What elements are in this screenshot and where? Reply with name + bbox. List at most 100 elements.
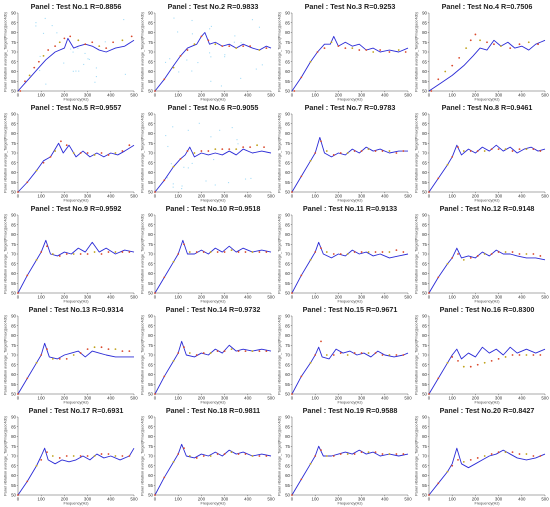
data-point <box>309 258 312 261</box>
y-tick-label: 55 <box>148 483 153 488</box>
y-tick-label: 85 <box>11 424 16 429</box>
data-point <box>490 453 493 455</box>
y-tick-label: 50 <box>285 190 290 195</box>
x-tick-label: 300 <box>495 194 503 199</box>
y-tick-label: 70 <box>11 353 16 358</box>
panel-20: Panel : Test No.20 R=0.8427 50 55 60 65 70 75 8… <box>413 405 550 506</box>
data-point <box>532 455 535 457</box>
x-tick-label: 0 <box>428 497 431 502</box>
data-point <box>360 451 363 453</box>
x-tick-label: 200 <box>61 93 69 98</box>
data-point <box>437 276 440 279</box>
x-tick-label: 100 <box>175 396 183 401</box>
y-tick-label: 65 <box>11 463 16 468</box>
y-tick-label: 60 <box>11 473 16 478</box>
data-point <box>351 47 354 49</box>
data-point <box>332 154 335 156</box>
x-tick-label: 400 <box>518 396 526 401</box>
data-point <box>216 350 219 352</box>
y-tick-label: 80 <box>148 232 153 237</box>
series-line <box>17 142 135 193</box>
data-point <box>300 274 303 277</box>
y-tick-label: 80 <box>285 30 290 35</box>
noise-mark <box>197 62 199 64</box>
data-point <box>79 455 82 457</box>
y-tick-label: 55 <box>422 281 427 286</box>
x-tick-label: 200 <box>335 93 343 98</box>
y-tick-label: 65 <box>148 160 153 165</box>
y-tick-label: 75 <box>148 343 153 348</box>
data-point <box>183 346 185 349</box>
panel-chart: Panel : Test No.9 R=0.9592 50 55 60 65 70 75 80… <box>4 204 139 304</box>
data-point <box>325 455 328 457</box>
y-tick-label: 85 <box>285 20 290 25</box>
y-tick-label: 85 <box>422 20 427 25</box>
panel-title: Panel : Test No.11 R=0.9133 <box>303 204 397 213</box>
y-tick-label: 80 <box>422 131 427 136</box>
panel-15: Panel : Test No.15 R=0.9671 50 55 60 65 70 75 8… <box>276 304 413 405</box>
noise-mark <box>210 80 212 82</box>
x-tick-label: 100 <box>38 93 46 98</box>
data-point <box>325 251 328 253</box>
data-point <box>504 251 507 253</box>
data-point <box>490 148 493 150</box>
data-point <box>258 49 261 51</box>
data-point <box>476 363 479 366</box>
data-point <box>237 350 240 352</box>
data-point <box>309 159 312 162</box>
data-point <box>367 251 370 253</box>
data-point <box>525 148 528 150</box>
x-tick-label: 300 <box>84 396 92 401</box>
y-tick-label: 55 <box>148 79 153 84</box>
data-point <box>202 251 205 253</box>
y-tick-label: 60 <box>422 473 427 478</box>
x-axis-label: Frequency(Hz) <box>63 199 89 203</box>
x-tick-label: 100 <box>38 396 46 401</box>
data-point <box>539 354 542 356</box>
y-tick-label: 80 <box>285 434 290 439</box>
noise-mark <box>173 17 175 19</box>
y-tick-label: 70 <box>285 151 290 156</box>
series-line <box>17 342 134 395</box>
y-tick-label: 90 <box>285 11 290 16</box>
data-point <box>374 150 377 152</box>
x-tick-label: 500 <box>541 295 549 300</box>
data-point <box>114 251 117 253</box>
y-tick-label: 50 <box>422 493 427 498</box>
panel-9: Panel : Test No.9 R=0.9592 50 55 60 65 70 75 80… <box>2 203 139 304</box>
data-point <box>500 45 502 48</box>
x-tick-label: 0 <box>428 93 431 98</box>
data-point <box>374 451 377 453</box>
data-point <box>344 47 347 49</box>
x-axis-label: Frequency(Hz) <box>200 502 226 506</box>
noise-mark <box>187 129 189 131</box>
panel-chart: Panel : Test No.4 R=0.7506 50 55 60 65 70 75 80… <box>415 2 550 102</box>
y-tick-label: 50 <box>285 493 290 498</box>
data-point <box>188 251 191 253</box>
noise-mark <box>172 183 174 185</box>
y-tick-label: 55 <box>422 79 427 84</box>
data-point <box>51 358 54 360</box>
data-point <box>100 346 103 349</box>
data-point <box>230 249 233 251</box>
data-point <box>63 37 66 40</box>
x-tick-label: 0 <box>154 396 157 401</box>
y-tick-label: 75 <box>285 343 290 348</box>
noise-mark <box>191 70 193 72</box>
data-point <box>458 56 461 59</box>
data-point <box>26 274 29 277</box>
data-point <box>388 453 391 455</box>
y-tick-label: 60 <box>422 372 427 377</box>
y-tick-label: 50 <box>422 392 427 397</box>
noise-mark <box>178 71 180 73</box>
y-tick-label: 50 <box>285 392 290 397</box>
data-point <box>258 455 261 457</box>
x-tick-label: 200 <box>472 194 480 199</box>
y-tick-label: 65 <box>422 160 427 165</box>
data-point <box>230 451 233 453</box>
data-point <box>258 350 261 352</box>
data-point <box>98 45 101 48</box>
data-point <box>186 150 189 152</box>
data-point <box>360 251 363 253</box>
data-point <box>291 393 293 395</box>
